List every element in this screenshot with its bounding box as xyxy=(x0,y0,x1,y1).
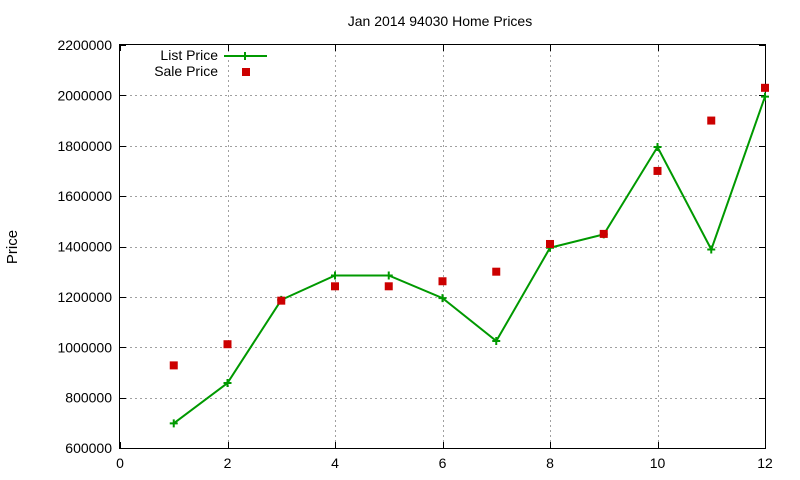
legend-label-list-price: List Price xyxy=(160,47,218,63)
sale-price-point xyxy=(761,83,769,92)
sale-price-point xyxy=(707,116,716,125)
y-tick-label: 1000000 xyxy=(57,339,112,355)
sale-price-point xyxy=(384,282,393,291)
x-tick-label: 4 xyxy=(331,455,339,471)
y-tick-label: 1800000 xyxy=(57,138,112,154)
x-tick-label: 8 xyxy=(546,455,554,471)
y-axis-tick-labels: 600000 800000 1000000 1200000 1400000 1600000… xyxy=(57,37,112,456)
list-price-point xyxy=(169,419,178,428)
y-tick-label: 600000 xyxy=(65,440,112,456)
x-axis-tick-labels: 0 2 4 6 8 10 12 xyxy=(116,455,773,471)
x-tick-label: 2 xyxy=(224,455,232,471)
x-tick-label: 12 xyxy=(757,455,773,471)
plot-area-border xyxy=(119,44,766,449)
list-price-point xyxy=(761,92,769,101)
y-tick-label: 1600000 xyxy=(57,188,112,204)
list-price-point xyxy=(707,245,716,254)
list-price-line xyxy=(173,96,766,425)
chart-title: Jan 2014 94030 Home Prices xyxy=(348,13,532,29)
sale-price-point xyxy=(277,296,286,305)
sale-price-point xyxy=(331,282,339,291)
x-tick-label: 0 xyxy=(116,455,124,471)
sale-price-point xyxy=(169,361,178,370)
list-price-point xyxy=(492,336,501,345)
grid xyxy=(120,45,765,448)
sale-price-point xyxy=(492,267,501,276)
y-tick-label: 1400000 xyxy=(57,239,112,255)
y-tick-label: 800000 xyxy=(65,390,112,406)
list-price-point xyxy=(384,271,393,280)
list-price-point xyxy=(653,143,662,152)
y-tick-label: 2000000 xyxy=(57,87,112,103)
series xyxy=(169,83,769,428)
x-tick-label: 6 xyxy=(439,455,447,471)
x-tick-label: 10 xyxy=(650,455,666,471)
sale-price-point xyxy=(223,340,232,349)
axis-ticks xyxy=(120,45,766,449)
y-tick-label: 1200000 xyxy=(57,289,112,305)
legend-marker-list-price xyxy=(241,52,249,60)
list-price-point xyxy=(331,271,339,280)
sale-price-point xyxy=(546,239,554,248)
legend: List Price Sale Price xyxy=(154,47,267,79)
sale-price-point xyxy=(653,166,662,175)
legend-label-sale-price: Sale Price xyxy=(154,63,218,79)
legend-marker-sale-price xyxy=(242,68,250,76)
sale-price-point xyxy=(438,277,447,286)
y-axis-label: Price xyxy=(4,230,21,264)
list-price-point xyxy=(223,379,232,388)
list-price-point xyxy=(438,294,447,303)
sale-price-point xyxy=(599,229,608,238)
y-tick-label: 2200000 xyxy=(57,37,112,53)
